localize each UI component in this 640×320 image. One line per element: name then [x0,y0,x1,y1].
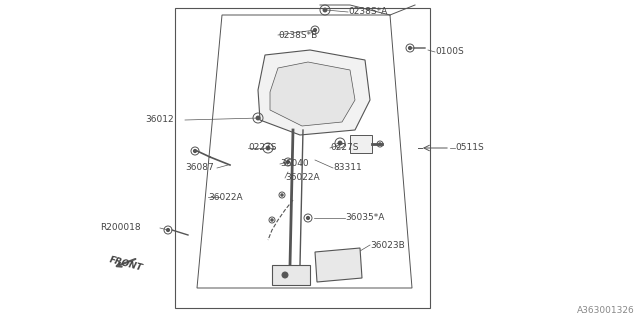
Circle shape [287,161,289,164]
Text: 36022A: 36022A [208,193,243,202]
Text: 36022A: 36022A [285,173,319,182]
Circle shape [193,149,196,152]
Circle shape [408,47,412,49]
Circle shape [323,8,327,12]
Circle shape [256,116,260,120]
Text: 0227S: 0227S [248,143,276,153]
Circle shape [271,219,273,221]
Polygon shape [258,50,370,135]
Text: 0100S: 0100S [435,47,464,57]
Text: 0511S: 0511S [455,143,484,153]
Text: R200018: R200018 [100,223,141,233]
Circle shape [266,146,269,150]
Circle shape [281,194,283,196]
Text: 0238S*B: 0238S*B [278,30,317,39]
Text: 83311: 83311 [333,164,362,172]
Circle shape [379,143,381,145]
Polygon shape [270,62,355,126]
Text: 0227S: 0227S [330,143,358,153]
Circle shape [282,272,288,278]
Text: 0238S*A: 0238S*A [348,7,387,17]
Text: A363001326: A363001326 [577,306,635,315]
Text: 36035*A: 36035*A [345,213,385,222]
Text: 36040: 36040 [280,159,308,169]
Text: 36012: 36012 [145,116,173,124]
Polygon shape [315,248,362,282]
Text: 36023B: 36023B [370,241,404,250]
Circle shape [166,228,170,231]
Text: FRONT: FRONT [108,255,143,273]
Circle shape [314,28,316,31]
Circle shape [339,141,342,145]
Circle shape [307,217,309,220]
Text: 36087: 36087 [185,164,214,172]
FancyBboxPatch shape [350,135,372,153]
Bar [175,8,430,308]
Polygon shape [272,265,310,285]
